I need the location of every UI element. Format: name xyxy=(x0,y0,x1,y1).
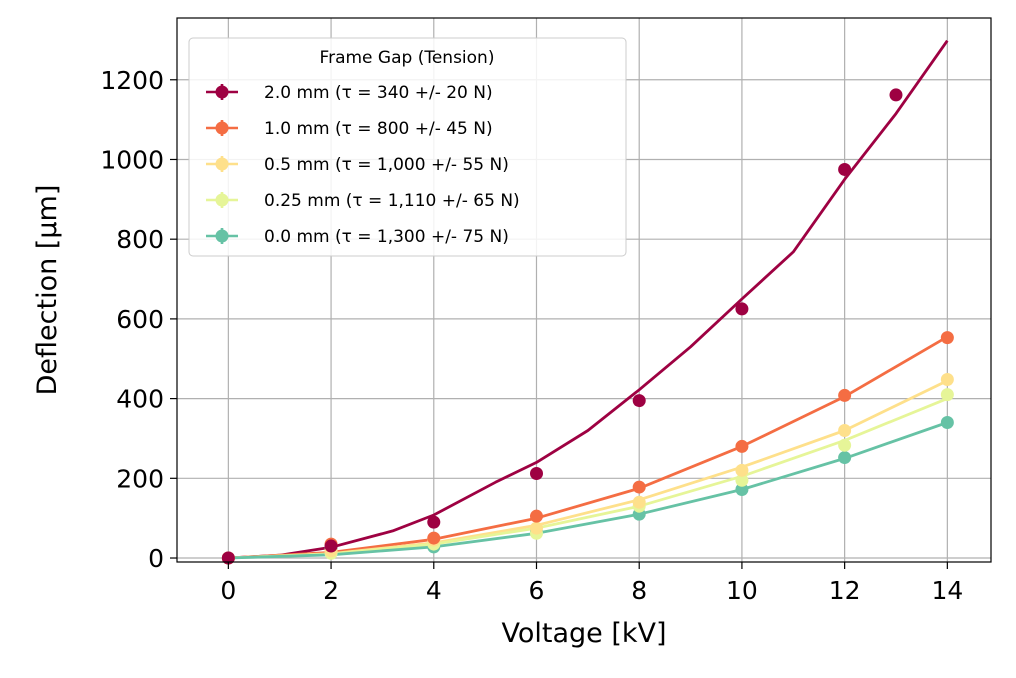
fit-curve xyxy=(228,39,949,560)
data-point xyxy=(735,482,749,496)
x-tick-label: 14 xyxy=(931,576,963,605)
data-point xyxy=(889,88,903,102)
x-tick-label: 8 xyxy=(631,576,647,605)
data-point xyxy=(735,473,749,487)
data-point xyxy=(838,423,852,437)
y-axis-label: Deflection [μm] xyxy=(32,185,63,396)
data-point xyxy=(632,394,646,408)
data-point xyxy=(735,439,749,453)
y-tick-label: 400 xyxy=(116,385,164,414)
y-tick-label: 1000 xyxy=(100,145,164,174)
data-point xyxy=(427,531,441,545)
data-point xyxy=(324,539,338,553)
x-tick-label: 4 xyxy=(426,576,442,605)
x-axis-label: Voltage [kV] xyxy=(501,618,666,649)
legend-marker xyxy=(215,121,229,135)
legend-marker xyxy=(215,85,229,99)
data-point xyxy=(838,451,852,465)
data-point xyxy=(838,388,852,402)
data-point xyxy=(529,467,543,481)
y-tick-label: 0 xyxy=(148,544,164,573)
x-tick-label: 6 xyxy=(529,576,545,605)
legend: Frame Gap (Tension) 2.0 mm (τ = 340 +/- … xyxy=(188,37,627,257)
x-tick-label: 10 xyxy=(726,576,758,605)
data-points xyxy=(221,88,954,565)
plot-frame xyxy=(176,17,992,563)
legend-entries: 2.0 mm (τ = 340 +/- 20 N) 1.0 mm (τ = 800… xyxy=(206,83,520,247)
data-point xyxy=(632,495,646,509)
data-point xyxy=(735,463,749,477)
data-point xyxy=(427,515,441,529)
axis-ticks: 0 2 4 6 8 10 12 14 0 200 400 600 800 1000 1200 xyxy=(100,66,963,605)
y-tick-label: 1200 xyxy=(100,66,164,95)
legend-marker xyxy=(215,193,229,207)
x-tick-label: 0 xyxy=(220,576,236,605)
y-tick-label: 200 xyxy=(116,464,164,493)
legend-entry-label: 0.0 mm (τ = 1,300 +/- 75 N) xyxy=(264,227,509,247)
data-point xyxy=(221,551,235,565)
data-point xyxy=(735,302,749,316)
data-point xyxy=(940,388,954,402)
legend-entry-label: 0.5 mm (τ = 1,000 +/- 55 N) xyxy=(264,155,509,175)
legend-marker xyxy=(215,229,229,243)
fit-curve xyxy=(228,421,948,560)
legend-entry-label: 0.25 mm (τ = 1,110 +/- 65 N) xyxy=(264,191,520,211)
data-point xyxy=(529,509,543,523)
legend-entry-label: 1.0 mm (τ = 800 +/- 45 N) xyxy=(264,119,493,139)
y-tick-label: 600 xyxy=(116,305,164,334)
y-tick-label: 800 xyxy=(116,225,164,254)
data-point xyxy=(940,372,954,386)
legend-title: Frame Gap (Tension) xyxy=(320,48,495,68)
fit-curves xyxy=(228,39,949,560)
data-point xyxy=(529,521,543,535)
legend-entry-label: 2.0 mm (τ = 340 +/- 20 N) xyxy=(264,83,493,103)
data-point xyxy=(940,416,954,430)
legend-box xyxy=(188,37,627,257)
data-point xyxy=(838,438,852,452)
legend-marker xyxy=(215,157,229,171)
x-tick-label: 2 xyxy=(323,576,339,605)
data-point xyxy=(838,162,852,176)
fit-curve xyxy=(228,335,949,560)
x-tick-label: 12 xyxy=(829,576,861,605)
data-point xyxy=(632,480,646,494)
fit-curve xyxy=(228,379,948,560)
data-point xyxy=(940,331,954,345)
